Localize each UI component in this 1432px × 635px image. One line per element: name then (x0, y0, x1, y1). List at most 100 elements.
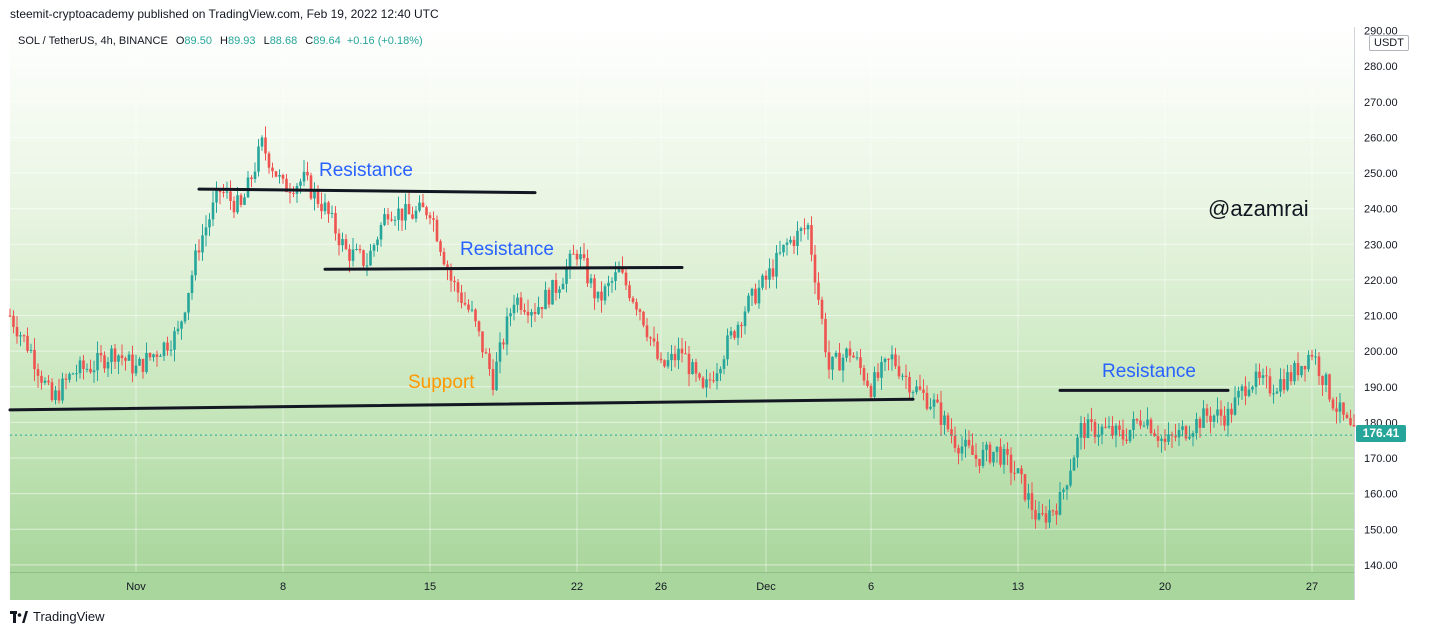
candle-body (50, 382, 54, 401)
candle-body (1072, 457, 1076, 471)
candle-body (1184, 426, 1188, 439)
candle-body (1177, 429, 1181, 438)
candle-body (684, 353, 687, 355)
candle-body (845, 348, 848, 358)
candle-body (817, 282, 820, 300)
candle-body (1051, 510, 1055, 512)
candle-body (400, 208, 404, 221)
candle-body (117, 355, 120, 362)
candle-body (1268, 376, 1272, 394)
candle-body (1293, 363, 1296, 382)
candle-body (974, 454, 978, 459)
candle-body (159, 355, 162, 357)
candle-body (757, 287, 761, 304)
candle-body (747, 295, 750, 312)
candle-body (1034, 509, 1037, 520)
candle-body (1352, 424, 1356, 427)
candle-body (1023, 474, 1027, 500)
candle-body (1286, 372, 1289, 390)
candle-body (621, 268, 624, 273)
candle-body (1181, 426, 1184, 430)
candle-body (540, 307, 544, 310)
candle-body (1142, 425, 1146, 427)
candle-body (225, 191, 229, 193)
chart-legend: SOL / TetherUS, 4h, BINANCE O89.50 H89.9… (18, 35, 423, 47)
candle-body (1048, 510, 1051, 523)
candle-body (1202, 408, 1205, 428)
candle-body (82, 360, 85, 370)
candle-body (285, 178, 288, 193)
candle-body (960, 446, 964, 454)
candle-body (54, 390, 57, 401)
candle-body (673, 353, 677, 361)
tradingview-brand[interactable]: TradingView (10, 609, 105, 624)
candle-body (57, 390, 61, 401)
candle-body (166, 342, 169, 351)
candle-body (901, 375, 904, 377)
candle-body (670, 353, 673, 361)
candle-body (897, 366, 901, 377)
candle-body (764, 275, 768, 280)
candle-body (558, 289, 561, 293)
candle-body (645, 325, 649, 338)
candle-body (1247, 389, 1251, 396)
candle-body (204, 227, 208, 236)
candle-body (1191, 433, 1195, 437)
resistance-line (323, 265, 684, 271)
candle-body (467, 304, 470, 310)
candle-body (827, 352, 831, 370)
candle-body (61, 378, 64, 401)
candle-body (348, 249, 351, 261)
candle-body (15, 326, 19, 337)
candle-body (908, 376, 911, 393)
candle-body (600, 291, 603, 301)
candle-body (1321, 376, 1324, 385)
candle-body (327, 202, 330, 214)
candle-body (215, 189, 218, 203)
candle-body (607, 282, 610, 287)
candle-body (537, 307, 540, 314)
candle-body (211, 202, 215, 220)
candle-body (1037, 513, 1041, 520)
candle-body (1272, 393, 1275, 395)
candle-body (1125, 439, 1128, 441)
candle-body (512, 304, 516, 314)
legend-low-label: L (263, 35, 270, 47)
candle-body (1097, 434, 1100, 438)
candle-body (789, 239, 792, 243)
candle-body (85, 368, 89, 370)
candle-body (379, 224, 383, 240)
support-line (8, 397, 915, 412)
candle-body (887, 358, 890, 360)
candle-body (1135, 418, 1139, 421)
candle-body (1188, 436, 1191, 439)
candle-body (950, 429, 953, 436)
candle-body (264, 137, 267, 154)
candle-body (649, 337, 652, 339)
candle-body (208, 219, 211, 228)
candle-body (362, 250, 365, 266)
legend-high: 89.93 (227, 35, 256, 47)
candle-body (715, 373, 719, 382)
time-tick-label: 20 (1159, 581, 1171, 593)
candle-body (1258, 371, 1261, 378)
candle-body (1342, 402, 1345, 415)
candle-body (803, 228, 806, 230)
candle-body (971, 445, 974, 455)
candle-body (243, 197, 246, 205)
candle-body (551, 279, 554, 305)
candle-body (418, 202, 421, 211)
candle-body (1338, 402, 1342, 412)
currency-badge[interactable]: USDT (1369, 35, 1409, 51)
time-tick-label: 6 (868, 581, 874, 593)
candle-body (589, 278, 593, 284)
candle-body (799, 228, 803, 231)
price-tick-label: 230.00 (1364, 239, 1398, 251)
candle-body (505, 316, 509, 345)
candle-body (484, 352, 488, 354)
candle-body (743, 311, 747, 327)
price-axis-background[interactable] (1354, 27, 1421, 600)
candle-body (1324, 374, 1328, 385)
candle-body (8, 315, 12, 317)
